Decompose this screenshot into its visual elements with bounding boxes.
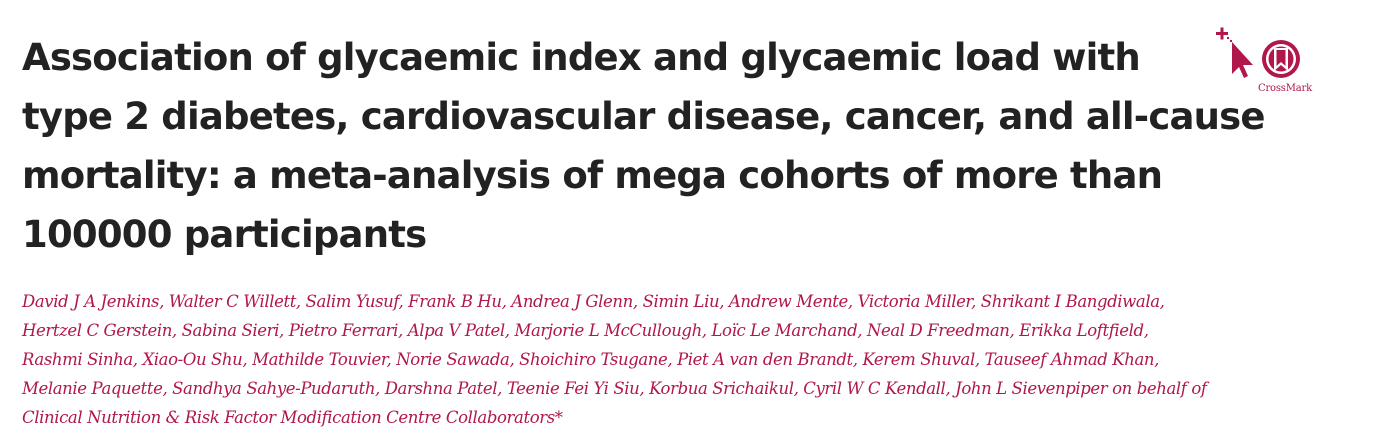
title-line: type 2 diabetes, cardiovascular disease,… bbox=[22, 95, 1266, 138]
author-list: David J A Jenkins, Walter C Willett, Sal… bbox=[22, 287, 1222, 432]
title-line: 100000 participants bbox=[22, 213, 427, 256]
crossmark-label: CrossMark bbox=[1258, 83, 1312, 94]
author-line: Hertzel C Gerstein, Sabina Sieri, Pietro… bbox=[22, 321, 1149, 340]
title-line: mortality: a meta-analysis of mega cohor… bbox=[22, 154, 1163, 197]
crossmark-icon bbox=[1216, 27, 1300, 78]
author-line: Clinical Nutrition & Risk Factor Modific… bbox=[22, 408, 563, 427]
author-line: Rashmi Sinha, Xiao-Ou Shu, Mathilde Touv… bbox=[22, 350, 1159, 369]
author-line: David J A Jenkins, Walter C Willett, Sal… bbox=[22, 292, 1165, 311]
title-line: Association of glycaemic index and glyca… bbox=[22, 36, 1141, 79]
article-title: Association of glycaemic index and glyca… bbox=[22, 28, 1266, 264]
crossmark-badge[interactable]: CrossMark bbox=[1210, 22, 1330, 102]
author-line: Melanie Paquette, Sandhya Sahye-Pudaruth… bbox=[22, 379, 1207, 398]
